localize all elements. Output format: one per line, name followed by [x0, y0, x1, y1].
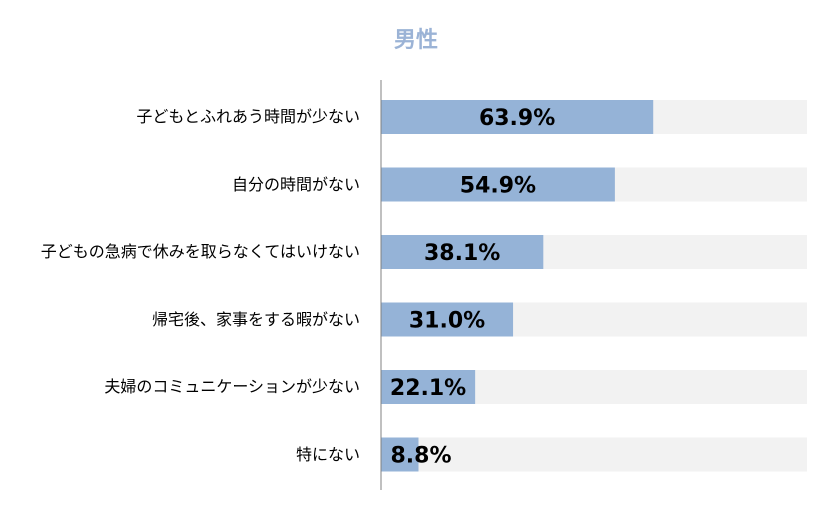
bar [381, 302, 514, 337]
category-label: 自分の時間がない [231, 174, 360, 194]
category-label: 夫婦のコミュニケーションが少ない [104, 377, 360, 396]
category-label: 子どもの急病で休みを取らなくてはいけない [40, 242, 360, 261]
data-label: 8.8% [390, 444, 451, 469]
bar-track [381, 437, 807, 472]
bar [381, 100, 654, 134]
bar [381, 235, 544, 269]
bar [381, 370, 476, 404]
data-label: 31.0% [409, 309, 485, 334]
data-label: 22.1% [390, 376, 466, 401]
data-label: 54.9% [460, 174, 536, 199]
chart-title: 男性 [393, 28, 438, 53]
bar [381, 167, 615, 202]
bar [381, 437, 419, 472]
category-label: 特にない [295, 444, 360, 464]
category-label: 帰宅後、家事をする暇がない [151, 309, 360, 329]
data-label: 63.9% [479, 106, 555, 131]
data-label: 38.1% [424, 241, 500, 266]
category-label: 子どもとふれあう時間が少ない [136, 107, 360, 126]
